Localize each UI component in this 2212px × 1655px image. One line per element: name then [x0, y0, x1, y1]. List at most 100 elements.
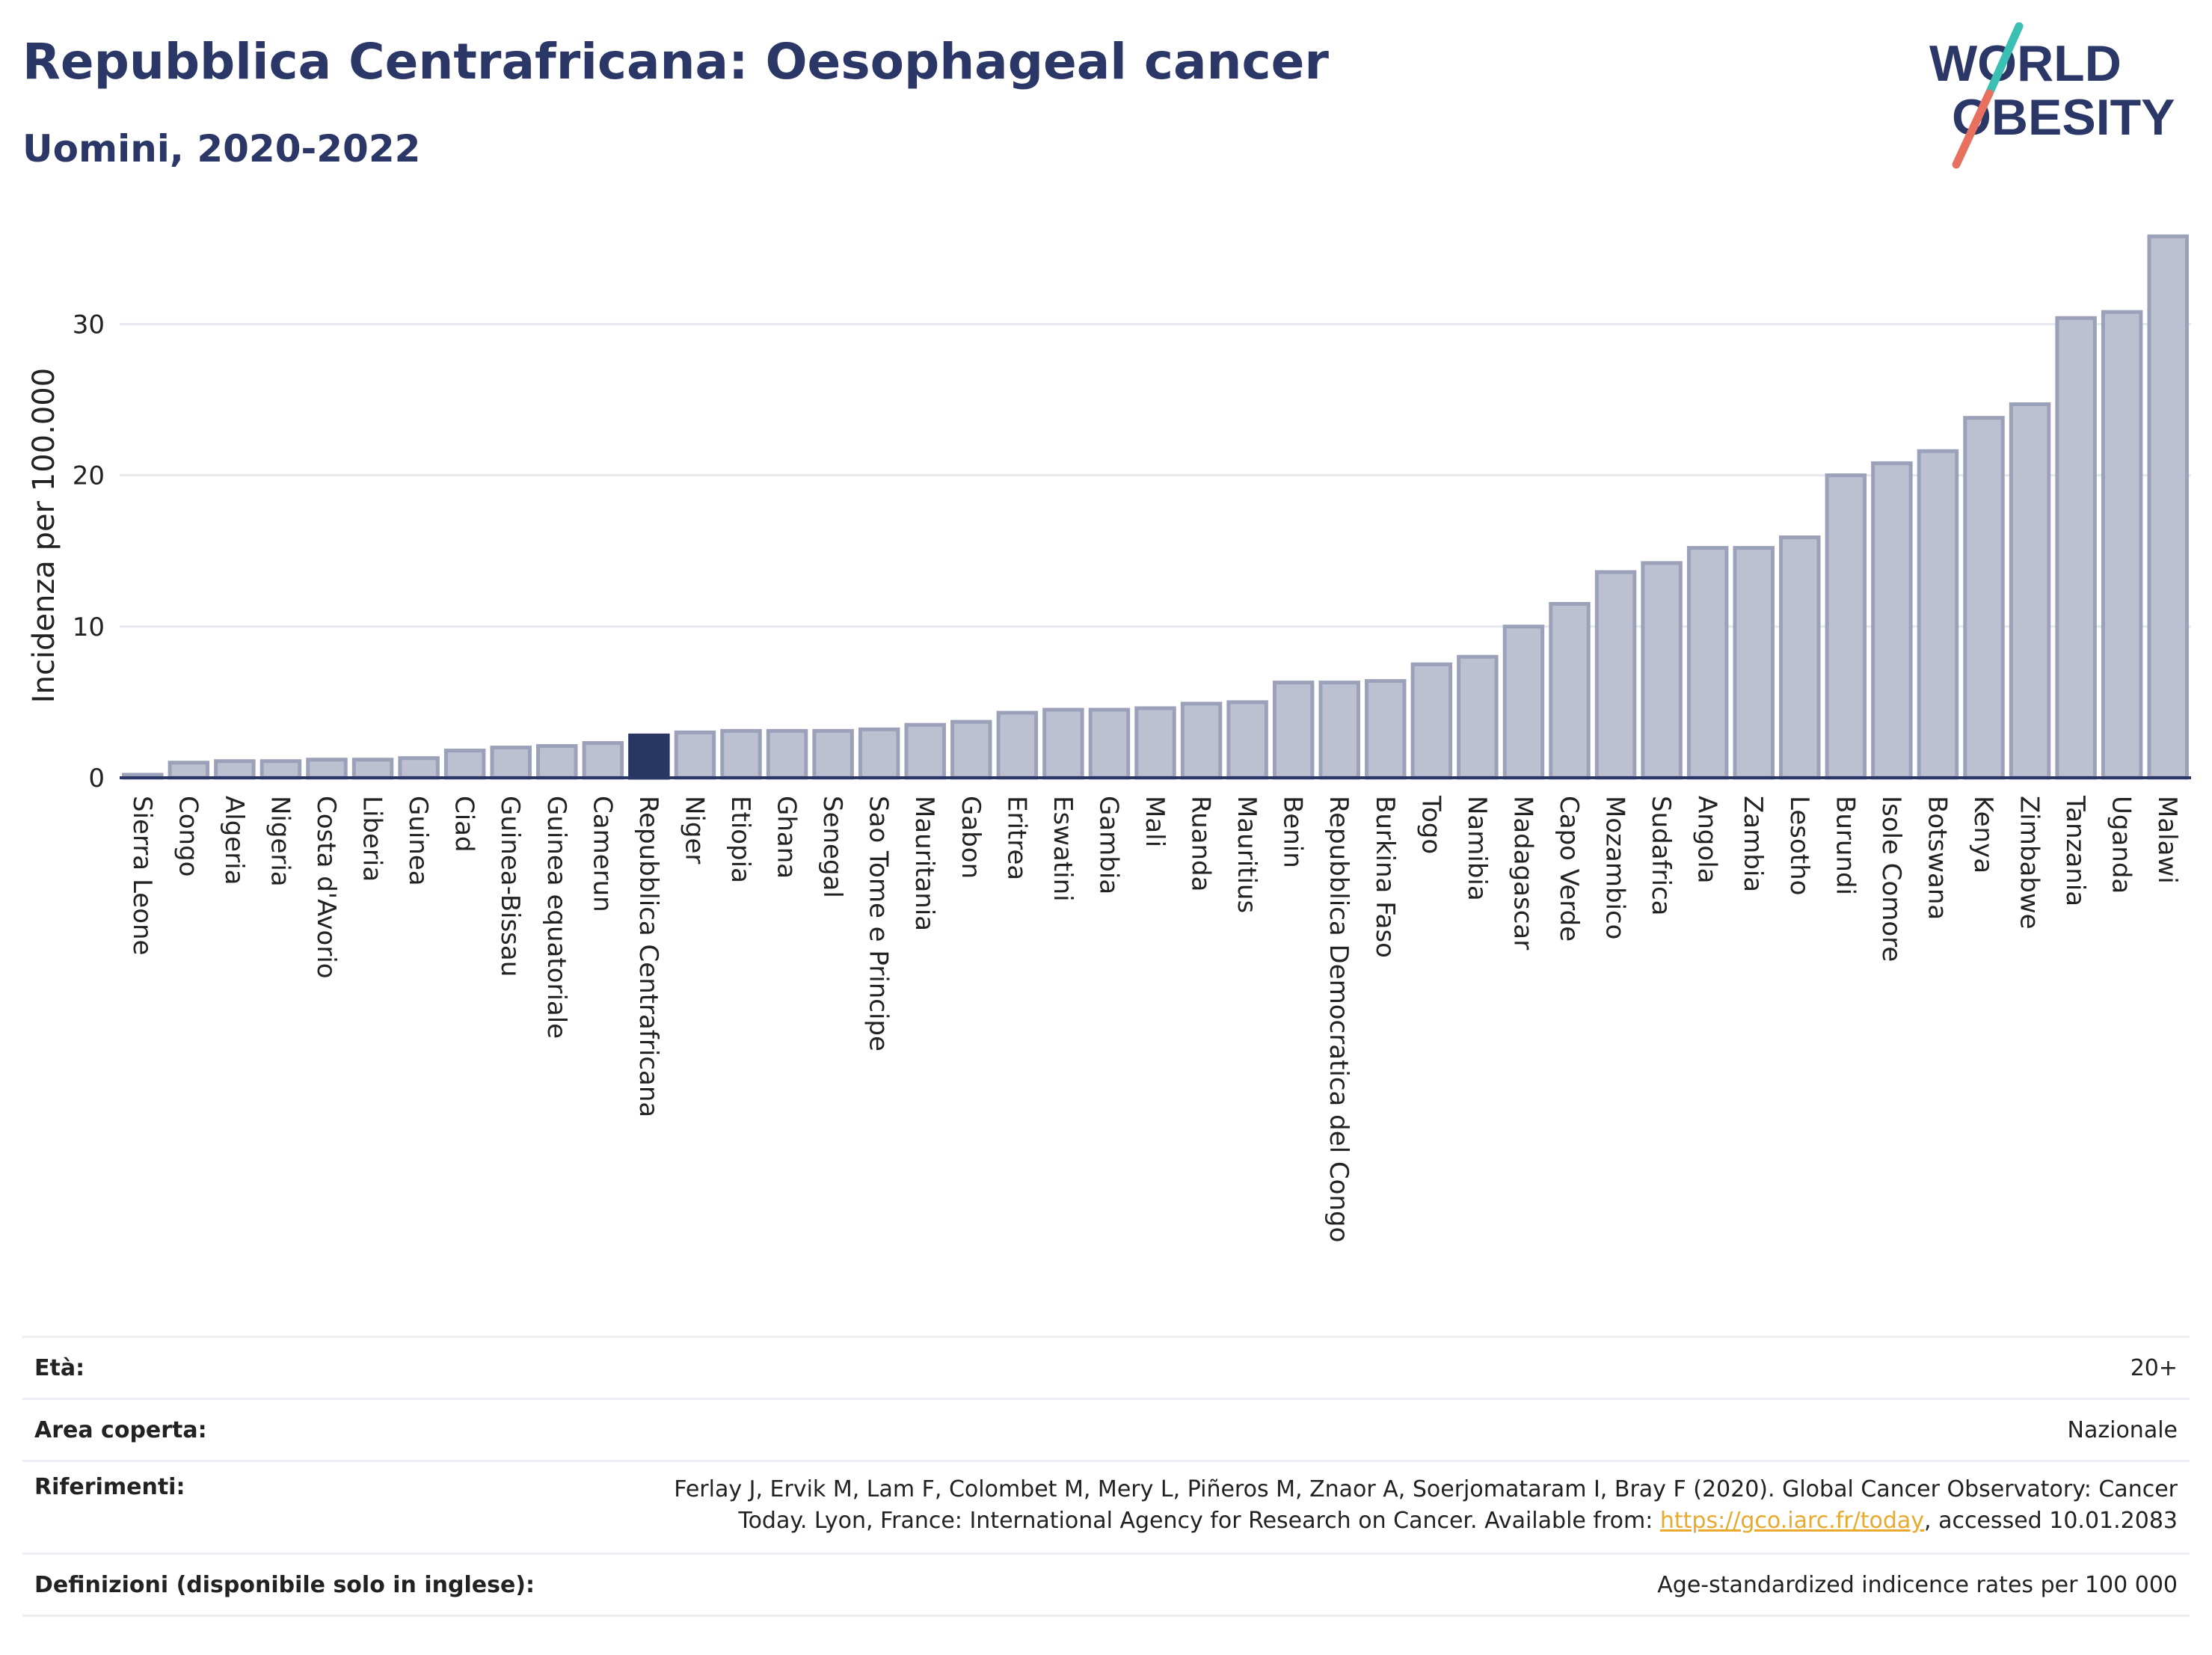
- bar-algeria[interactable]: [214, 759, 256, 780]
- reference-line2-suffix: , accessed 10.01.2083: [1924, 1508, 2178, 1534]
- y-axis-label: Incidenza per 100.000: [27, 368, 61, 703]
- y-tick-label: 0: [88, 764, 105, 793]
- info-label: Riferimenti:: [34, 1474, 185, 1500]
- bar-botswana[interactable]: [1917, 449, 1959, 780]
- x-tick-label: Mali: [1140, 796, 1170, 847]
- bar-tanzania[interactable]: [2055, 316, 2097, 780]
- x-tick-label: Algeria: [219, 796, 249, 885]
- x-tick-label: Togo: [1416, 795, 1446, 854]
- x-tick-label: Sudafrica: [1646, 796, 1676, 915]
- world-obesity-logo: WORLD OBESITY: [1929, 22, 2199, 172]
- x-tick-label: Guinea: [403, 796, 433, 886]
- y-tick-label: 30: [73, 310, 105, 340]
- x-tick-label: Liberia: [357, 796, 387, 882]
- info-row-riferimenti: Riferimenti: Ferlay J, Ervik M, Lam F, C…: [22, 1460, 2190, 1553]
- x-tick-label: Benin: [1278, 796, 1308, 868]
- bar-mauritania[interactable]: [904, 722, 946, 780]
- x-tick-label: Sierra Leone: [127, 796, 157, 955]
- bar-isole-comore[interactable]: [1871, 461, 1913, 780]
- bar-ciad[interactable]: [443, 749, 486, 780]
- reference-line1: Ferlay J, Ervik M, Lam F, Colombet M, Me…: [674, 1476, 2178, 1502]
- x-tick-label: Nigeria: [265, 796, 295, 887]
- x-tick-label: Burundi: [1830, 796, 1860, 895]
- bar-uganda[interactable]: [2101, 310, 2143, 780]
- bar-zambia[interactable]: [1733, 546, 1775, 780]
- bar-ruanda[interactable]: [1180, 701, 1223, 780]
- bar-repubblica-democratica-del-congo[interactable]: [1318, 681, 1360, 780]
- x-tick-label: Mauritania: [909, 796, 939, 931]
- bar-ghana[interactable]: [766, 728, 808, 780]
- x-tick-label: Malawi: [2152, 796, 2182, 884]
- bar-togo[interactable]: [1410, 662, 1453, 780]
- bar-guinea[interactable]: [398, 756, 440, 780]
- bar-angola[interactable]: [1686, 546, 1729, 780]
- bar-repubblica-centrafricana[interactable]: [628, 733, 670, 780]
- x-tick-label: Gabon: [956, 796, 986, 879]
- bar-zimbabwe[interactable]: [2009, 402, 2051, 780]
- x-tick-label: Namibia: [1462, 796, 1492, 901]
- bar-burundi[interactable]: [1825, 473, 1867, 780]
- bar-burkina-faso[interactable]: [1365, 679, 1407, 780]
- bar-sao-tome-e-principe[interactable]: [858, 727, 900, 780]
- bar-mauritius[interactable]: [1226, 700, 1268, 780]
- x-tick-label: Senegal: [817, 796, 847, 898]
- bar-nigeria[interactable]: [259, 759, 302, 780]
- bar-congo[interactable]: [168, 761, 210, 780]
- x-tick-label: Zimbabwe: [2015, 796, 2044, 930]
- bar-mali[interactable]: [1134, 706, 1176, 780]
- bar-sudafrica[interactable]: [1641, 561, 1683, 780]
- bar-eritrea[interactable]: [996, 710, 1039, 780]
- info-value: 20+: [2130, 1354, 2178, 1381]
- chart-subtitle: Uomini, 2020-2022: [22, 127, 421, 171]
- info-table: Età: 20+ Area coperta: Nazionale Riferim…: [22, 1336, 2190, 1617]
- x-tick-label: Mauritius: [1232, 796, 1262, 913]
- bar-liberia[interactable]: [351, 758, 394, 780]
- x-tick-label: Botswana: [1922, 796, 1952, 920]
- x-tick-label: Guinea equatoriale: [541, 796, 571, 1039]
- info-row-eta: Età: 20+: [22, 1336, 2190, 1398]
- y-tick-label: 10: [73, 612, 105, 642]
- reference-line2-prefix: Today. Lyon, France: International Agenc…: [738, 1508, 1660, 1534]
- bar-gabon[interactable]: [950, 719, 992, 780]
- info-value: Nazionale: [2067, 1416, 2178, 1443]
- bar-madagascar[interactable]: [1502, 624, 1545, 780]
- bar-etiopia[interactable]: [720, 728, 762, 780]
- bar-kenya[interactable]: [1963, 416, 2005, 780]
- x-tick-label: Tanzania: [2060, 795, 2090, 906]
- bar-eswatini[interactable]: [1042, 707, 1084, 780]
- x-tick-label: Costa d'Avorio: [311, 796, 341, 979]
- info-row-definizioni: Definizioni (disponibile solo in inglese…: [22, 1553, 2190, 1617]
- x-tick-label: Repubblica Democratica del Congo: [1324, 796, 1354, 1242]
- bar-guinea-equatoriale[interactable]: [536, 744, 578, 780]
- x-tick-label: Lesotho: [1784, 796, 1814, 895]
- reference-link[interactable]: https://gco.iarc.fr/today: [1659, 1508, 1925, 1534]
- bar-camerun[interactable]: [582, 740, 624, 780]
- x-tick-label: Uganda: [2107, 796, 2136, 894]
- bar-costa-d-avorio[interactable]: [306, 758, 348, 780]
- bar-guinea-bissau[interactable]: [490, 746, 532, 780]
- bar-benin[interactable]: [1272, 681, 1315, 780]
- x-tick-label: Etiopia: [725, 796, 755, 883]
- info-value: Age-standardized indicence rates per 100…: [1657, 1571, 2178, 1598]
- info-row-area: Area coperta: Nazionale: [22, 1398, 2190, 1460]
- info-value: Ferlay J, Ervik M, Lam F, Colombet M, Me…: [674, 1474, 2190, 1553]
- x-tick-label: Ruanda: [1186, 796, 1216, 891]
- x-tick-label: Sao Tome e Principe: [864, 796, 894, 1051]
- bar-mozambico[interactable]: [1594, 570, 1637, 780]
- x-tick-label: Repubblica Centrafricana: [633, 796, 663, 1117]
- bar-malawi[interactable]: [2147, 234, 2189, 780]
- x-tick-label: Guinea-Bissau: [495, 796, 525, 977]
- y-tick-label: 20: [73, 461, 105, 491]
- bar-senegal[interactable]: [812, 728, 854, 780]
- x-tick-label: Isole Comore: [1876, 796, 1906, 962]
- bar-gambia[interactable]: [1088, 707, 1131, 780]
- info-label: Età:: [34, 1354, 85, 1381]
- bar-lesotho[interactable]: [1779, 535, 1821, 780]
- bar-namibia[interactable]: [1457, 654, 1499, 780]
- x-tick-label: Camerun: [587, 796, 617, 912]
- x-tick-label: Ciad: [449, 796, 479, 853]
- bar-capo-verde[interactable]: [1549, 601, 1591, 780]
- x-tick-label: Kenya: [1968, 796, 1998, 873]
- x-tick-label: Gambia: [1093, 796, 1123, 894]
- bar-niger[interactable]: [674, 730, 716, 780]
